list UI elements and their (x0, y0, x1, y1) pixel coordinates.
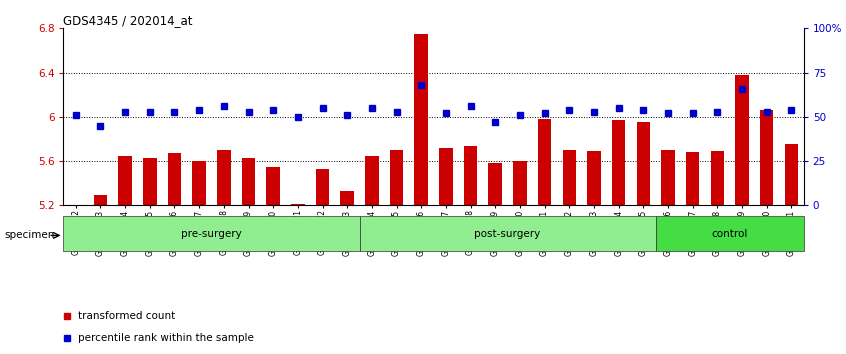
Bar (63, 216, 360, 251)
Text: pre-surgery: pre-surgery (181, 229, 242, 239)
Text: post-surgery: post-surgery (475, 229, 541, 239)
Bar (538, 119, 552, 205)
Bar (656, 216, 804, 251)
Bar (735, 75, 749, 205)
Bar (143, 158, 157, 205)
Text: control: control (711, 229, 748, 239)
Bar (94, 195, 107, 205)
Bar (612, 120, 625, 205)
Bar (636, 122, 650, 205)
Text: GDS4345 / 202014_at: GDS4345 / 202014_at (63, 14, 193, 27)
Bar (711, 151, 724, 205)
Bar (168, 153, 181, 205)
Bar (118, 155, 132, 205)
Bar (488, 163, 502, 205)
Bar (291, 204, 305, 205)
Text: percentile rank within the sample: percentile rank within the sample (78, 333, 254, 343)
Bar (242, 158, 255, 205)
Bar (563, 150, 576, 205)
Bar (340, 191, 354, 205)
Bar (464, 145, 477, 205)
Bar (217, 150, 231, 205)
Bar (266, 167, 280, 205)
Bar (316, 169, 329, 205)
Text: transformed count: transformed count (78, 311, 175, 321)
Bar (686, 152, 700, 205)
Bar (439, 148, 453, 205)
Bar (390, 150, 404, 205)
Bar (415, 34, 428, 205)
Text: specimen: specimen (4, 230, 55, 240)
Bar (514, 161, 527, 205)
Bar (192, 161, 206, 205)
Bar (365, 155, 379, 205)
Bar (760, 110, 773, 205)
Bar (587, 151, 601, 205)
Bar (360, 216, 656, 251)
Bar (784, 144, 798, 205)
Bar (662, 150, 675, 205)
